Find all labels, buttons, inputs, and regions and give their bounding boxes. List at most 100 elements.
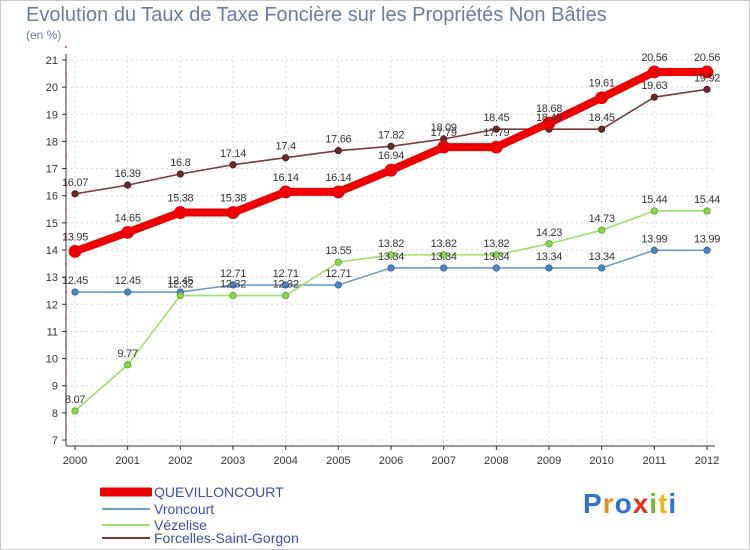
data-point-vroncourt	[440, 264, 448, 272]
data-label-vroncourt: 13.99	[694, 233, 720, 245]
data-point-quevilloncourt	[489, 140, 503, 154]
x-tick-label: 2010	[589, 455, 613, 467]
x-tick-label: 2006	[379, 455, 403, 467]
data-point-forcelles-saint-gorgon	[176, 170, 184, 178]
data-label-quevilloncourt: 16.14	[273, 172, 299, 184]
data-label-vezelise: 13.82	[483, 238, 509, 250]
axis-dot	[65, 398, 67, 401]
data-point-vezelise	[492, 251, 500, 259]
data-label-layer: 13.95 14.65 15.38 15.38 16.14 16.14 16.94 17.79…	[62, 52, 721, 406]
data-point-quevilloncourt	[173, 206, 187, 219]
data-point-forcelles-saint-gorgon	[71, 190, 79, 198]
x-tick-label: 2000	[63, 455, 87, 467]
data-point-vezelise	[229, 291, 237, 300]
data-point-vroncourt	[703, 246, 711, 254]
data-label-forcelles-saint-gorgon: 18.45	[589, 112, 615, 124]
data-point-quevilloncourt	[437, 140, 451, 154]
data-label-quevilloncourt: 16.94	[378, 150, 404, 162]
data-label-vroncourt: 12.45	[167, 275, 193, 287]
y-tick-label: 7	[52, 435, 58, 447]
data-label-vezelise: 15.44	[694, 194, 720, 206]
data-label-forcelles-saint-gorgon: 17.82	[378, 129, 404, 141]
data-point-vroncourt	[124, 288, 132, 296]
axis-dot	[65, 181, 67, 184]
x-tick-label: 2001	[115, 455, 139, 467]
data-point-vroncourt	[492, 264, 500, 272]
logo-letter: i	[649, 488, 659, 519]
unit-label: (en %)	[26, 28, 62, 42]
data-label-quevilloncourt: 20.56	[641, 52, 667, 64]
x-tick-label: 2007	[431, 455, 455, 467]
axis-dot	[65, 371, 67, 374]
data-label-vroncourt: 13.34	[378, 251, 404, 263]
data-label-quevilloncourt: 20.56	[694, 52, 720, 64]
legend-item-vroncourt: Vroncourt	[100, 501, 214, 517]
x-tick-label: 2009	[537, 455, 561, 467]
data-point-quevilloncourt	[595, 91, 609, 105]
data-point-vezelise	[598, 226, 606, 234]
data-label-vezelise: 13.82	[378, 238, 404, 250]
data-point-vroncourt	[387, 264, 395, 272]
axis-dot	[65, 100, 67, 103]
legend-item-forcelles: Forcelles-Saint-Gorgon	[100, 530, 299, 546]
axis-dot	[65, 46, 67, 48]
data-label-forcelles-saint-gorgon: 17.66	[325, 134, 351, 146]
data-point-vezelise	[176, 291, 184, 300]
y-tick-label: 8	[52, 408, 58, 420]
data-label-vezelise: 15.44	[641, 194, 667, 206]
data-label-vezelise: 12.32	[273, 279, 299, 291]
data-label-vezelise: 14.23	[536, 227, 562, 239]
data-point-vezelise	[71, 407, 79, 415]
data-label-vroncourt: 12.71	[273, 268, 299, 280]
data-point-vezelise	[440, 251, 448, 259]
data-label-vroncourt: 13.34	[431, 251, 457, 263]
logo-letter: P	[583, 488, 603, 519]
data-point-forcelles-saint-gorgon	[124, 181, 132, 189]
axis-dot	[65, 290, 67, 293]
data-point-forcelles-saint-gorgon	[492, 125, 500, 133]
logo-letter: r	[602, 488, 615, 519]
data-point-quevilloncourt	[542, 116, 556, 130]
data-label-quevilloncourt: 17.79	[431, 127, 457, 139]
data-label-vezelise: 13.55	[325, 245, 351, 257]
data-point-forcelles-saint-gorgon	[282, 154, 290, 162]
axis-dot	[65, 344, 67, 347]
data-label-vezelise: 12.32	[167, 279, 193, 291]
data-label-vroncourt: 12.71	[220, 268, 246, 280]
data-point-quevilloncourt	[226, 206, 240, 219]
data-point-vezelise	[703, 207, 711, 215]
data-point-quevilloncourt	[700, 65, 714, 79]
legend-swatch-forcelles	[102, 537, 150, 539]
data-point-vezelise	[282, 291, 290, 300]
legend-swatch-quevilloncourt	[100, 487, 152, 497]
y-tick-label: 21	[46, 55, 58, 67]
data-point-vezelise	[334, 258, 342, 266]
data-label-forcelles-saint-gorgon: 19.63	[641, 80, 667, 92]
series-layer	[68, 65, 714, 415]
y-tick-label: 12	[46, 299, 58, 311]
data-point-vroncourt	[334, 281, 342, 289]
data-label-vroncourt: 12.45	[115, 275, 141, 287]
legend-item-quevilloncourt: QUEVILLONCOURT	[100, 484, 284, 500]
data-label-quevilloncourt: 16.14	[325, 172, 351, 184]
data-point-vezelise	[124, 361, 132, 369]
y-tick-label: 20	[46, 82, 58, 94]
data-label-forcelles-saint-gorgon: 18.45	[536, 112, 562, 124]
data-label-forcelles-saint-gorgon: 19.92	[694, 72, 720, 84]
axis-dot	[65, 73, 67, 76]
data-point-vroncourt	[71, 288, 79, 296]
x-tick-label: 2004	[273, 455, 297, 467]
data-label-vroncourt: 13.34	[536, 251, 562, 263]
data-label-vezelise: 8.07	[65, 394, 85, 406]
legend-label: Vézelise	[154, 517, 207, 533]
axis-dot	[65, 236, 67, 238]
axis-dot	[65, 263, 67, 266]
legend-label: Vroncourt	[154, 501, 215, 517]
grid-layer	[66, 56, 715, 446]
proxiti-logo: Proxiti	[583, 488, 677, 520]
data-label-vezelise: 12.32	[220, 279, 246, 291]
data-label-quevilloncourt: 18.68	[536, 103, 562, 115]
legend-swatch-vroncourt	[102, 508, 150, 510]
y-tick-label: 14	[46, 245, 58, 257]
